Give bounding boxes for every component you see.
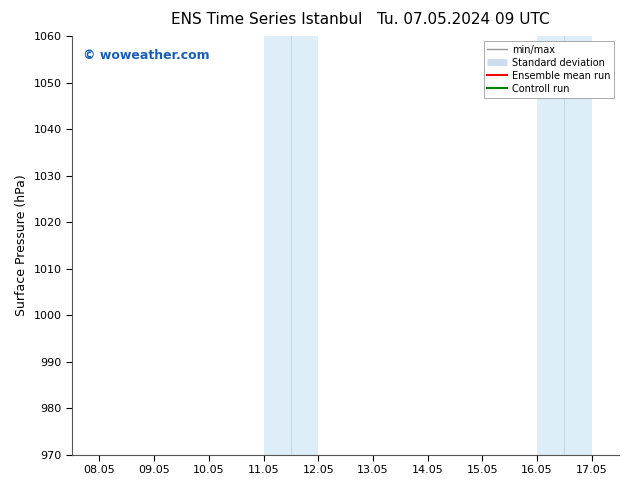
Legend: min/max, Standard deviation, Ensemble mean run, Controll run: min/max, Standard deviation, Ensemble me… (484, 41, 614, 98)
Text: ENS Time Series Istanbul: ENS Time Series Istanbul (171, 12, 362, 27)
Text: Tu. 07.05.2024 09 UTC: Tu. 07.05.2024 09 UTC (377, 12, 549, 27)
Bar (264, 36, 318, 455)
Y-axis label: Surface Pressure (hPa): Surface Pressure (hPa) (15, 174, 28, 316)
Bar (537, 36, 592, 455)
Text: © woweather.com: © woweather.com (83, 49, 210, 62)
